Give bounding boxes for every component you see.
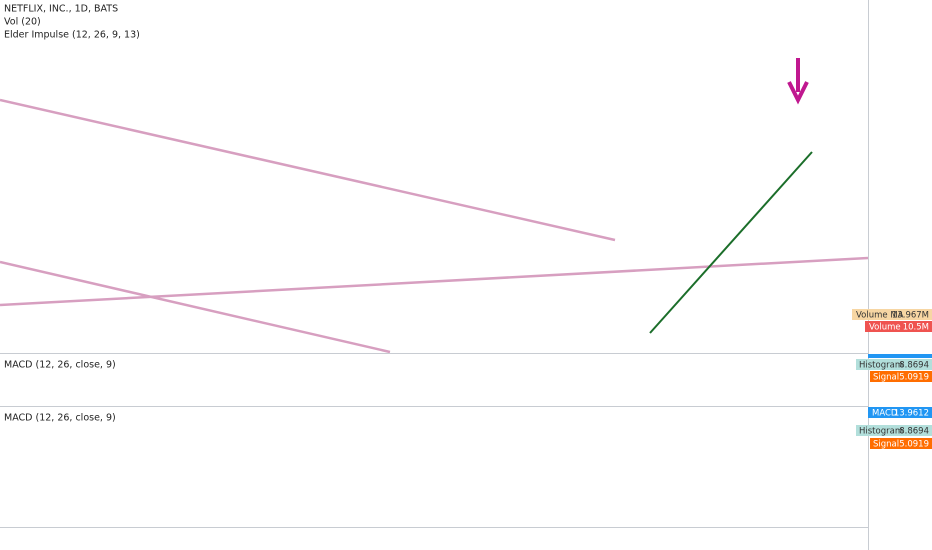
tag-label: Histogram <box>859 427 903 437</box>
tag-label: Signal <box>873 373 899 383</box>
trend-line <box>649 151 813 334</box>
indicator-label: Vol (20) <box>4 17 41 28</box>
tag-value: 13.9612 <box>894 409 929 419</box>
tag-value: 8.8694 <box>899 427 929 437</box>
tag-label: Signal <box>873 440 899 450</box>
tag-value: 10.5M <box>903 323 929 333</box>
tag-box <box>852 309 932 320</box>
macd-tags-compact: Histogram 8.8694 Signal 5.0919 <box>856 354 932 383</box>
tag-box <box>856 425 932 436</box>
arrow <box>787 81 809 105</box>
tag-label: Histogram <box>859 361 903 371</box>
tag-value: 5.0919 <box>899 440 929 450</box>
macd-tags: MACD 13.9612 Histogram 8.8694 Signal 5.0… <box>856 407 932 450</box>
trend-line <box>0 98 616 242</box>
tag-box <box>865 321 932 332</box>
price-axis <box>868 0 932 550</box>
chart-title: NETFLIX, INC., 1D, BATS <box>4 4 118 15</box>
tag-label: MACD <box>872 409 898 419</box>
tag-box <box>856 359 932 370</box>
tag-box <box>868 407 932 418</box>
trend-line <box>0 260 391 354</box>
macd-title: MACD (12, 26, close, 9) <box>4 360 116 371</box>
macd-title: MACD (12, 26, close, 9) <box>4 413 116 424</box>
tag-value: 8.8694 <box>899 361 929 371</box>
tag-box <box>870 438 932 449</box>
tag-label: Volume MA <box>856 311 904 321</box>
indicator-label: Elder Impulse (12, 26, 9, 13) <box>4 30 140 41</box>
tag-value: 5.0919 <box>899 373 929 383</box>
trend-line <box>0 256 869 307</box>
tag-box <box>868 354 932 358</box>
drawings <box>0 98 869 354</box>
volume-tags: Volume MA 13.967M Volume 10.5M <box>852 309 932 333</box>
tag-box <box>870 371 932 382</box>
tag-value: 13.967M <box>892 311 929 321</box>
overlay <box>649 58 813 334</box>
tag-label: Volume <box>869 323 901 333</box>
